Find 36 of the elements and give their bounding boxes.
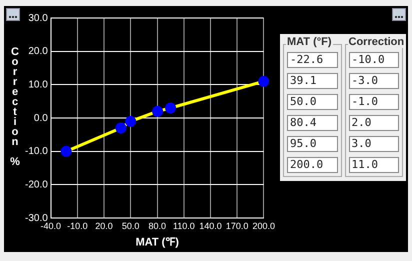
x-tick-label: -10.0 — [67, 220, 88, 231]
text: -10.0 — [348, 52, 399, 68]
x-tick-label: 20.0 — [95, 220, 113, 231]
text: 39.1 — [287, 73, 338, 89]
point — [125, 116, 136, 127]
x-axis-title: MAT (℉) — [136, 236, 180, 248]
x-tick-label: 80.0 — [148, 220, 166, 231]
x-tick-label: 50.0 — [122, 220, 140, 231]
y-tick-label: 30.0 — [28, 12, 48, 24]
text: MAT (°F) — [286, 36, 333, 48]
text: 2.0 — [348, 115, 399, 131]
text: -1.0 — [348, 94, 399, 110]
y-tick-label: 0.0 — [34, 112, 48, 124]
text: 80.4 — [287, 115, 338, 131]
text: Correction — [348, 36, 406, 48]
text: 200.0 — [287, 157, 338, 173]
x-tick-label: 200.0 — [252, 220, 276, 231]
x-tick-label: 110.0 — [172, 220, 195, 231]
point — [60, 146, 72, 157]
point — [258, 76, 270, 87]
text: 11.0 — [348, 157, 399, 173]
y-tick-label: 10.0 — [28, 79, 48, 90]
y-tick-label: 20.0 — [28, 46, 48, 58]
text: 3.0 — [348, 136, 399, 152]
y-tick-label: -20.0 — [24, 179, 48, 190]
text: -22.6 — [287, 52, 338, 68]
point — [152, 106, 164, 117]
x-tick-label: 140.0 — [199, 220, 222, 231]
point — [165, 102, 176, 114]
y-tick-label: -10.0 — [24, 146, 48, 158]
text: 50.0 — [287, 94, 338, 110]
point — [115, 122, 126, 134]
x-tick-label: 170.0 — [226, 220, 248, 231]
text: -3.0 — [348, 73, 399, 89]
text: 95.0 — [287, 136, 338, 152]
y-axis-title: Correction % — [9, 46, 21, 166]
